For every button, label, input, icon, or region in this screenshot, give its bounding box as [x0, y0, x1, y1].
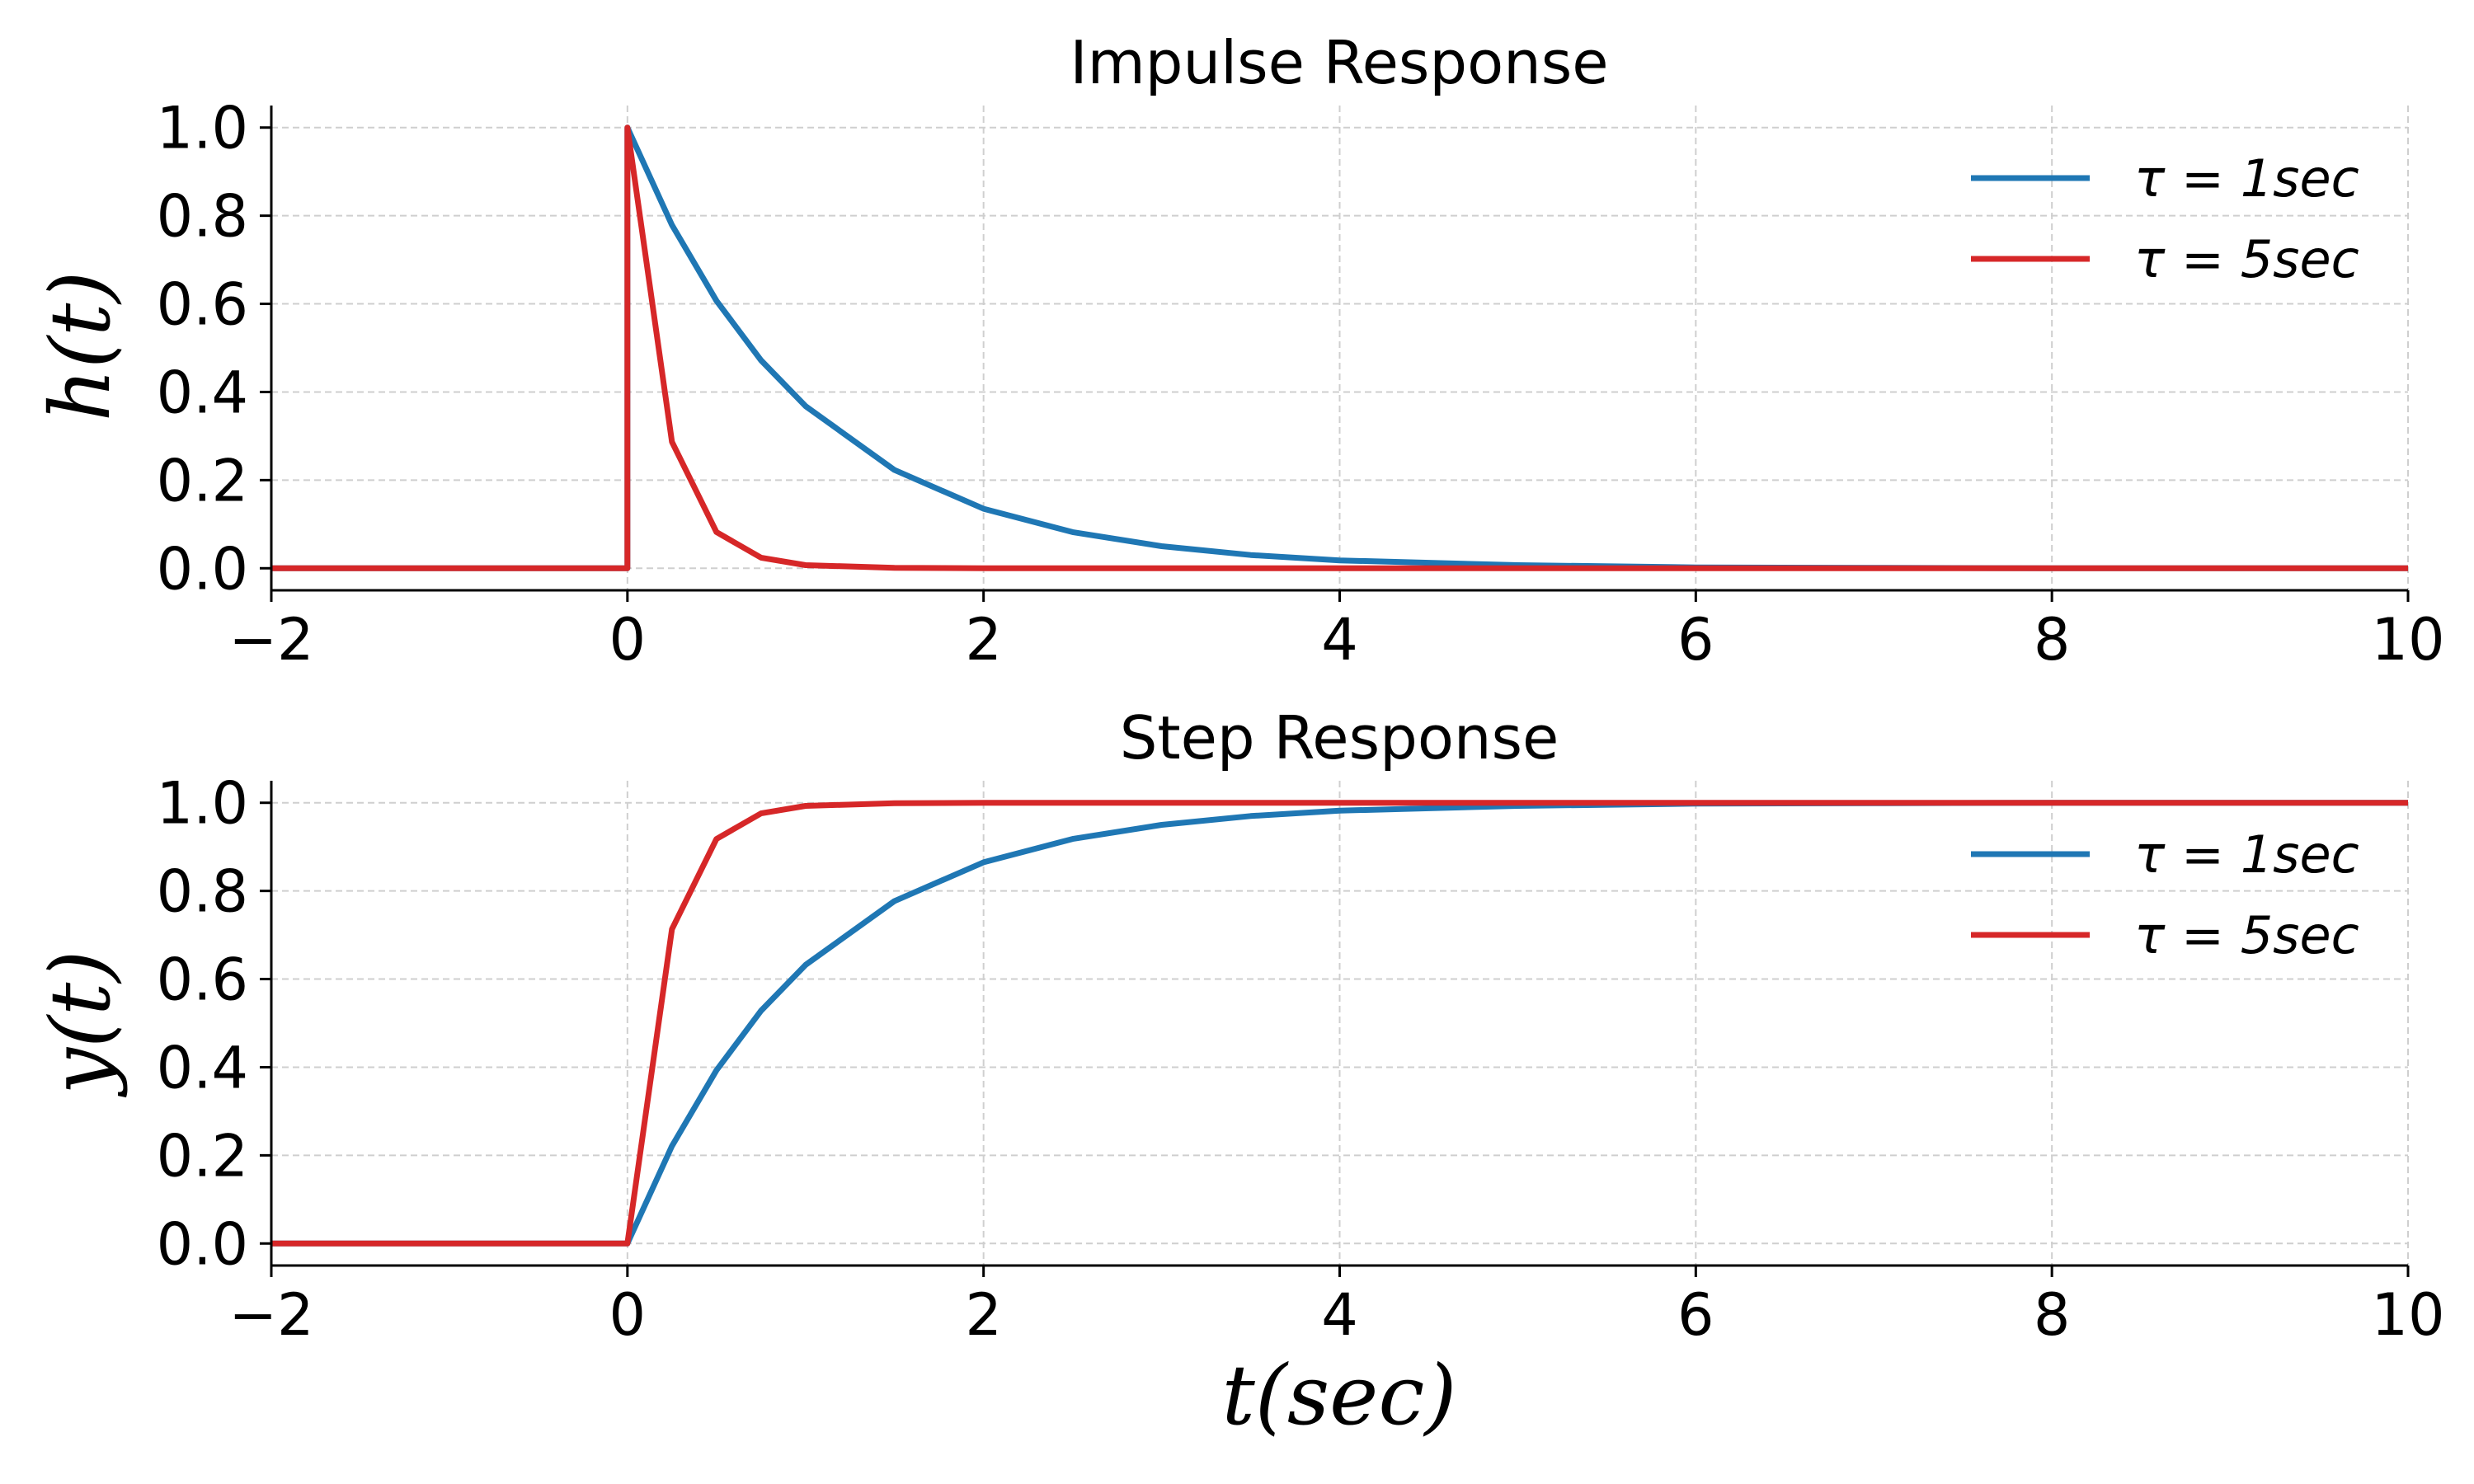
step-y-tick-label-2: 0.4	[157, 1034, 248, 1101]
impulse-y-tick-label-5: 1.0	[157, 95, 248, 162]
impulse-x-tick-label-4: 6	[1677, 606, 1714, 674]
impulse-x-ticks: −2 0 2 4 6 8 10	[228, 590, 2445, 674]
impulse-y-tick-label-0: 0.0	[157, 535, 248, 603]
step-y-tick-label-5: 1.0	[157, 770, 248, 838]
step-x-ticks: −2 0 2 4 6 8 10	[228, 1266, 2445, 1349]
step-x-tick-label-6: 10	[2371, 1281, 2444, 1349]
impulse-chart-title: Impulse Response	[1070, 28, 1608, 97]
impulse-legend: τ = 1sec τ = 5sec	[1971, 148, 2359, 289]
step-x-tick-label-4: 6	[1677, 1281, 1714, 1349]
step-y-tick-label-4: 0.8	[157, 858, 248, 926]
impulse-x-tick-label-2: 2	[965, 606, 1002, 674]
step-series-line-tau5	[271, 800, 2408, 1247]
impulse-legend-label-tau1: τ = 1sec	[2134, 148, 2359, 209]
step-response-panel: Step Response −2 0 2 4 6 8 10 0.0 0.2 0.4 0.6 0.8 1…	[32, 703, 2445, 1444]
impulse-x-tick-label-1: 0	[609, 606, 647, 674]
step-legend-label-tau5: τ = 5sec	[2134, 905, 2359, 965]
step-y-tick-label-1: 0.2	[157, 1122, 248, 1190]
step-y-tick-label-3: 0.6	[157, 946, 248, 1014]
impulse-x-tick-label-6: 10	[2371, 606, 2444, 674]
impulse-series-line-tau5	[271, 124, 2408, 571]
step-chart-title: Step Response	[1120, 703, 1559, 773]
step-x-axis-label: t(sec)	[1222, 1347, 1457, 1444]
step-x-tick-label-5: 8	[2034, 1281, 2071, 1349]
step-y-ticks: 0.0 0.2 0.4 0.6 0.8 1.0	[157, 770, 271, 1278]
step-y-axis-label: y(t)	[32, 951, 129, 1098]
step-legend-label-tau1: τ = 1sec	[2134, 824, 2359, 885]
impulse-y-tick-label-3: 0.6	[157, 271, 248, 339]
impulse-y-tick-label-4: 0.8	[157, 183, 248, 251]
impulse-response-panel: Impulse Response −2 0 2 4 6 8 10 0.00.20.40.60…	[32, 28, 2445, 674]
impulse-y-axis-label: h(t)	[32, 271, 129, 422]
impulse-y-tick-label-2: 0.4	[157, 359, 248, 426]
step-x-tick-label-3: 4	[1321, 1281, 1358, 1349]
impulse-x-tick-label-0: −2	[228, 606, 313, 674]
step-x-tick-label-1: 0	[609, 1281, 647, 1349]
impulse-legend-label-tau5: τ = 5sec	[2134, 229, 2359, 289]
impulse-y-ticks: 0.0 0.2 0.4 0.6 0.8 1.0	[157, 95, 271, 603]
step-y-tick-label-0: 0.0	[157, 1210, 248, 1278]
impulse-y-tick-label-1: 0.2	[157, 447, 248, 514]
step-x-tick-label-2: 2	[965, 1281, 1002, 1349]
impulse-x-tick-label-5: 8	[2034, 606, 2071, 674]
impulse-x-tick-label-3: 4	[1321, 606, 1358, 674]
step-legend: τ = 1sec τ = 5sec	[1971, 824, 2359, 965]
step-x-tick-label-0: −2	[228, 1281, 313, 1349]
impulse-series	[271, 124, 2408, 571]
step-series	[271, 800, 2408, 1247]
